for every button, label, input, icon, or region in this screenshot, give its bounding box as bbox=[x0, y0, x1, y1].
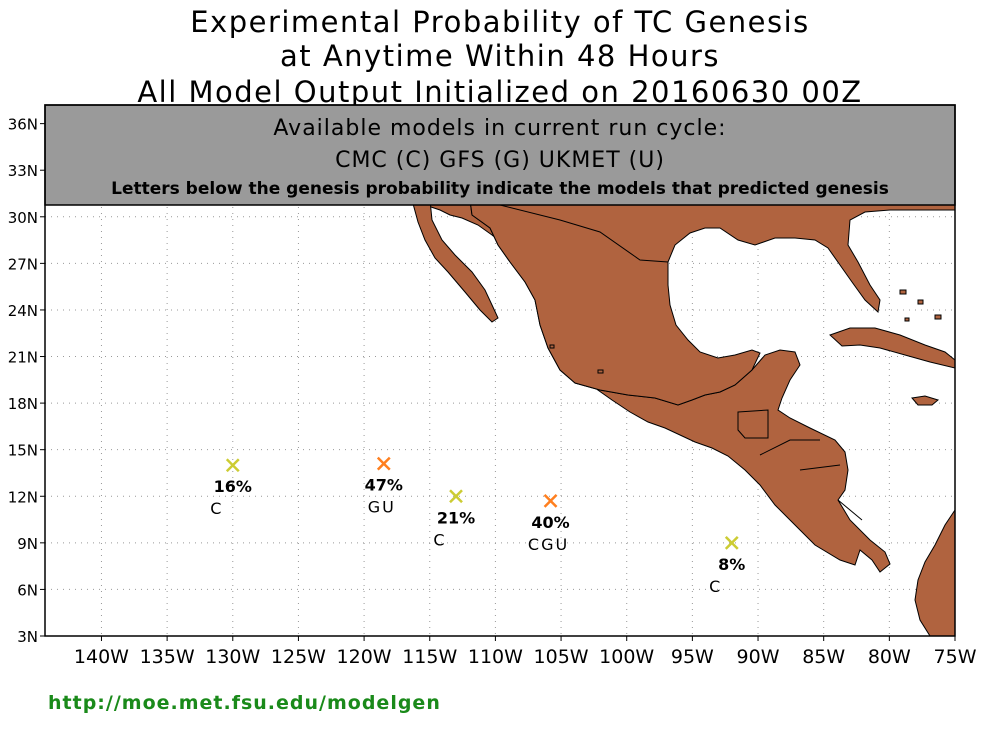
lat-tick-label: 18N bbox=[8, 395, 38, 413]
genesis-models: C bbox=[210, 499, 223, 518]
land-baja-california bbox=[411, 199, 499, 323]
genesis-marker: 16% C bbox=[210, 458, 252, 518]
lon-tick-label: 130W bbox=[205, 646, 260, 668]
genesis-probability: 47% bbox=[365, 476, 403, 495]
lon-tick-labels: 140W 135W 130W 125W 120W 115W 110W 105W 100W 95W 9… bbox=[74, 636, 977, 668]
land-cuba bbox=[829, 327, 955, 369]
lon-tick-label: 100W bbox=[599, 646, 654, 668]
genesis-probability: 21% bbox=[437, 508, 475, 527]
lon-tick-label: 135W bbox=[140, 646, 195, 668]
lon-tick-label: 115W bbox=[402, 646, 457, 668]
genesis-x-icon bbox=[449, 489, 463, 504]
land-south-america bbox=[914, 509, 955, 636]
lon-tick-label: 125W bbox=[271, 646, 326, 668]
country-borders bbox=[479, 199, 863, 521]
genesis-marker: 21% C bbox=[433, 489, 475, 549]
genesis-models: CGU bbox=[528, 535, 569, 554]
genesis-x-icon bbox=[376, 456, 391, 471]
source-url[interactable]: http://moe.met.fsu.edu/modelgen bbox=[48, 692, 441, 714]
genesis-models: GU bbox=[368, 498, 396, 517]
lon-tick-label: 95W bbox=[671, 646, 714, 668]
info-box bbox=[44, 104, 956, 206]
genesis-probability: 40% bbox=[531, 513, 569, 532]
lat-tick-label: 21N bbox=[8, 349, 38, 367]
title-line-1: Experimental Probability of TC Genesis bbox=[190, 5, 810, 39]
genesis-x-icon bbox=[225, 458, 240, 473]
lat-tick-label: 3N bbox=[17, 628, 38, 646]
lat-tick-label: 9N bbox=[17, 535, 38, 553]
lat-tick-label: 24N bbox=[8, 302, 38, 320]
land-jamaica bbox=[911, 395, 940, 406]
genesis-marker: 40% CGU bbox=[528, 494, 570, 554]
genesis-models: C bbox=[433, 530, 446, 549]
lat-tick-label: 12N bbox=[8, 488, 38, 506]
lon-tick-label: 120W bbox=[337, 646, 392, 668]
lat-tick-label: 6N bbox=[17, 581, 38, 599]
lat-tick-label: 27N bbox=[8, 255, 38, 273]
genesis-probability: 16% bbox=[214, 477, 252, 496]
lon-tick-label: 140W bbox=[74, 646, 129, 668]
lon-tick-label: 90W bbox=[737, 646, 780, 668]
lon-tick-label: 110W bbox=[468, 646, 523, 668]
lat-tick-label: 36N bbox=[8, 116, 38, 134]
genesis-x-icon bbox=[543, 494, 558, 508]
info-box-line-3: Letters below the genesis probability in… bbox=[111, 179, 889, 199]
map-frame bbox=[44, 104, 956, 637]
land-hispaniola bbox=[954, 378, 955, 381]
lat-tick-label: 15N bbox=[8, 442, 38, 460]
lat-tick-label: 33N bbox=[8, 162, 38, 180]
genesis-marker: 8% C bbox=[709, 535, 745, 596]
info-box-line-2: CMC (C) GFS (G) UKMET (U) bbox=[335, 148, 665, 173]
lat-tick-label: 30N bbox=[8, 209, 38, 227]
lon-tick-label: 75W bbox=[934, 646, 977, 668]
info-box-line-1: Available models in current run cycle: bbox=[273, 116, 726, 141]
genesis-models: C bbox=[709, 577, 722, 596]
land-small-islands bbox=[549, 289, 942, 374]
genesis-x-icon bbox=[724, 535, 739, 550]
lon-tick-label: 85W bbox=[802, 646, 845, 668]
title-line-3: All Model Output Initialized on 20160630… bbox=[137, 75, 863, 109]
lat-tick-labels: 36N 33N 30N 27N 24N 21N 18N 15N 12N 9N 6N 3N bbox=[8, 116, 45, 646]
land-us-gulf bbox=[469, 199, 955, 406]
genesis-points: 16% C 47% GU 21% C 40% CGU 8% C bbox=[210, 456, 745, 596]
genesis-probability: 8% bbox=[718, 555, 745, 574]
genesis-marker: 47% GU bbox=[365, 456, 403, 517]
title-line-2: at Anytime Within 48 Hours bbox=[279, 39, 721, 73]
lon-tick-label: 105W bbox=[534, 646, 589, 668]
lon-tick-label: 80W bbox=[868, 646, 911, 668]
